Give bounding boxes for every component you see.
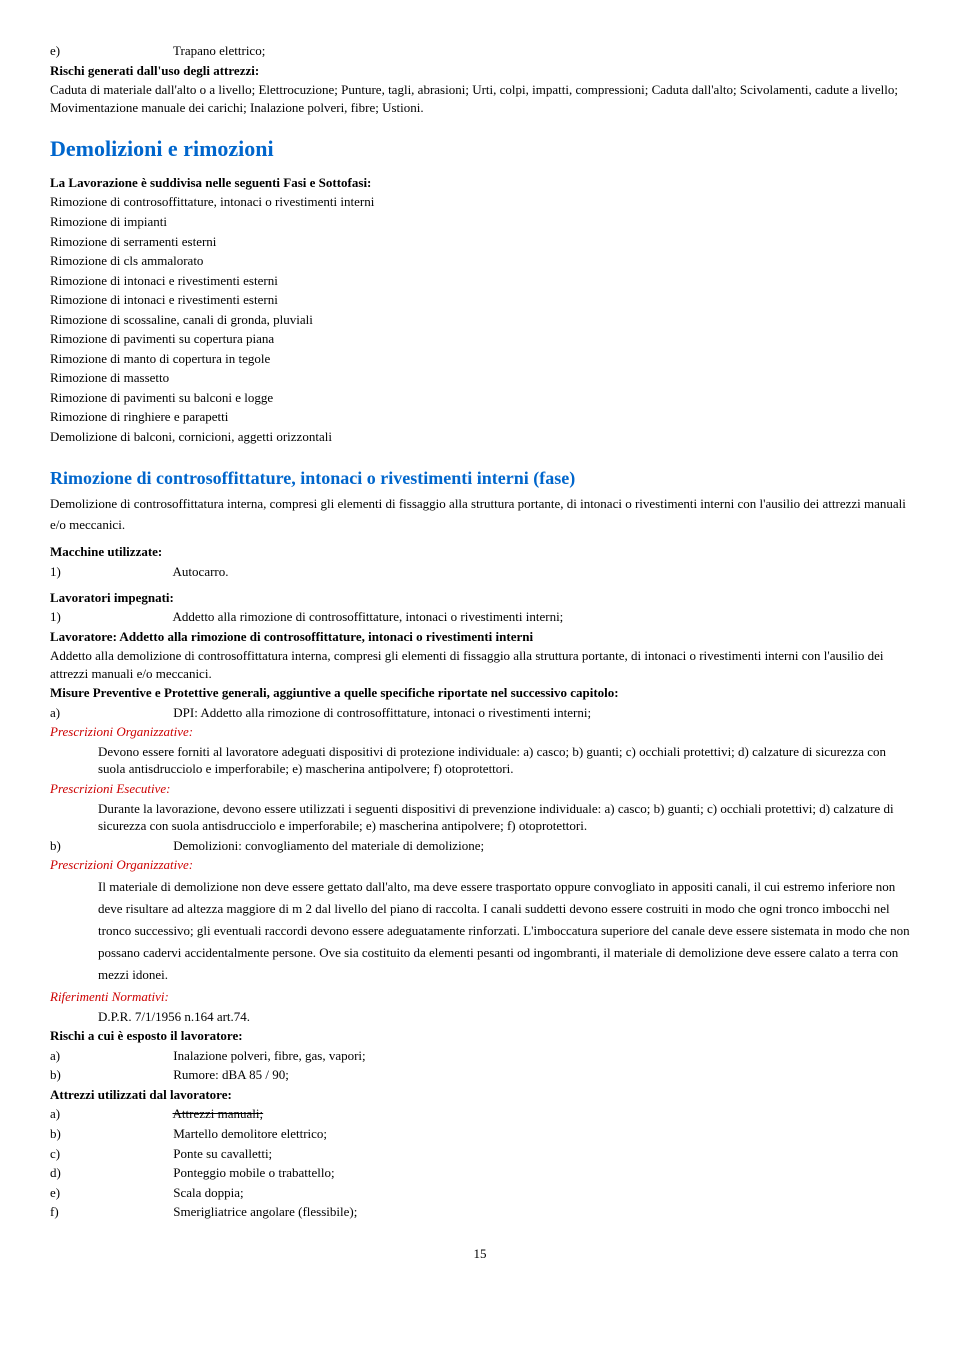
lavoratori-item: 1) Addetto alla rimozione di controsoffi…	[50, 608, 910, 626]
rif-norm-body: D.P.R. 7/1/1956 n.164 art.74.	[98, 1008, 910, 1026]
fase-item: Rimozione di controsoffittature, intonac…	[50, 193, 910, 211]
misure-heading: Misure Preventive e Protettive generali,…	[50, 684, 910, 702]
subsection-desc: Demolizione di controsoffittatura intern…	[50, 494, 910, 536]
attrezzi-a: a) Attrezzi manuali;	[50, 1105, 910, 1123]
letter-e: e)	[50, 1184, 170, 1202]
fase-item: Rimozione di pavimenti su balconi e logg…	[50, 389, 910, 407]
num-1: 1)	[50, 563, 170, 581]
rischi-heading: Rischi generati dall'uso degli attrezzi:	[50, 62, 910, 80]
prescrizioni-organizzative: Prescrizioni Organizzative:	[50, 723, 910, 741]
fase-item: Rimozione di serramenti esterni	[50, 233, 910, 251]
misure-a: a) DPI: Addetto alla rimozione di contro…	[50, 704, 910, 722]
attrezzi-b-text: Martello demolitore elettrico;	[173, 1126, 327, 1141]
presc-org2-body: Il materiale di demolizione non deve ess…	[98, 876, 910, 986]
attrezzi-heading: Attrezzi utilizzati dal lavoratore:	[50, 1086, 910, 1104]
fase-item: Rimozione di cls ammalorato	[50, 252, 910, 270]
fase-item: Rimozione di ringhiere e parapetti	[50, 408, 910, 426]
list-item-e: e) Trapano elettrico;	[50, 42, 910, 60]
rischi-b: b) Rumore: dBA 85 / 90;	[50, 1066, 910, 1084]
fase-item: Rimozione di manto di copertura in tegol…	[50, 350, 910, 368]
letter-d: d)	[50, 1164, 170, 1182]
macchine-text: Autocarro.	[173, 564, 229, 579]
letter-e: e)	[50, 42, 170, 60]
letter-b: b)	[50, 1125, 170, 1143]
prescrizioni-organizzative-2: Prescrizioni Organizzative:	[50, 856, 910, 874]
letter-a: a)	[50, 704, 170, 722]
attrezzi-d: d) Ponteggio mobile o trabattello;	[50, 1164, 910, 1182]
letter-a: a)	[50, 1047, 170, 1065]
fasi-intro: La Lavorazione è suddivisa nelle seguent…	[50, 174, 910, 192]
rischi-a-text: Inalazione polveri, fibre, gas, vapori;	[173, 1048, 365, 1063]
letter-f: f)	[50, 1203, 170, 1221]
macchine-item: 1) Autocarro.	[50, 563, 910, 581]
attrezzi-b: b) Martello demolitore elettrico;	[50, 1125, 910, 1143]
rischi-b-text: Rumore: dBA 85 / 90;	[173, 1067, 289, 1082]
fase-item: Rimozione di impianti	[50, 213, 910, 231]
presc-ese-body: Durante la lavorazione, devono essere ut…	[98, 800, 910, 835]
letter-c: c)	[50, 1145, 170, 1163]
attrezzi-f: f) Smerigliatrice angolare (flessibile);	[50, 1203, 910, 1221]
misure-b: b) Demolizioni: convogliamento del mater…	[50, 837, 910, 855]
riferimenti-normativi: Riferimenti Normativi:	[50, 988, 910, 1006]
item-e-text: Trapano elettrico;	[173, 43, 265, 58]
attrezzi-e: e) Scala doppia;	[50, 1184, 910, 1202]
rischi-a: a) Inalazione polveri, fibre, gas, vapor…	[50, 1047, 910, 1065]
attrezzi-a-text: Attrezzi manuali;	[173, 1106, 264, 1121]
fase-item: Rimozione di massetto	[50, 369, 910, 387]
attrezzi-d-text: Ponteggio mobile o trabattello;	[173, 1165, 334, 1180]
attrezzi-f-text: Smerigliatrice angolare (flessibile);	[173, 1204, 357, 1219]
misure-a-text: DPI: Addetto alla rimozione di controsof…	[173, 705, 591, 720]
addetto-desc: Addetto alla demolizione di controsoffit…	[50, 647, 910, 682]
letter-b: b)	[50, 837, 170, 855]
prescrizioni-esecutive: Prescrizioni Esecutive:	[50, 780, 910, 798]
rischi-body: Caduta di materiale dall'alto o a livell…	[50, 81, 910, 116]
fase-item: Rimozione di intonaci e rivestimenti est…	[50, 272, 910, 290]
letter-a: a)	[50, 1105, 170, 1123]
fase-item: Rimozione di intonaci e rivestimenti est…	[50, 291, 910, 309]
attrezzi-c-text: Ponte su cavalletti;	[173, 1146, 272, 1161]
section-demolizioni-title: Demolizioni e rimozioni	[50, 134, 910, 164]
macchine-heading: Macchine utilizzate:	[50, 543, 910, 561]
attrezzi-e-text: Scala doppia;	[173, 1185, 243, 1200]
num-1: 1)	[50, 608, 170, 626]
subsection-rimozione-title: Rimozione di controsoffittature, intonac…	[50, 466, 910, 490]
attrezzi-c: c) Ponte su cavalletti;	[50, 1145, 910, 1163]
fase-item: Rimozione di pavimenti su copertura pian…	[50, 330, 910, 348]
lavoratori-heading: Lavoratori impegnati:	[50, 589, 910, 607]
presc-org-body: Devono essere forniti al lavoratore adeg…	[98, 743, 910, 778]
letter-b: b)	[50, 1066, 170, 1084]
fase-item: Demolizione di balconi, cornicioni, agge…	[50, 428, 910, 446]
page-number: 15	[50, 1245, 910, 1263]
lavoratore-line: Lavoratore: Addetto alla rimozione di co…	[50, 628, 910, 646]
rischi-lavoratore-heading: Rischi a cui è esposto il lavoratore:	[50, 1027, 910, 1045]
lavoratori-text: Addetto alla rimozione di controsoffitta…	[173, 609, 564, 624]
fase-item: Rimozione di scossaline, canali di grond…	[50, 311, 910, 329]
misure-b-text: Demolizioni: convogliamento del material…	[173, 838, 484, 853]
